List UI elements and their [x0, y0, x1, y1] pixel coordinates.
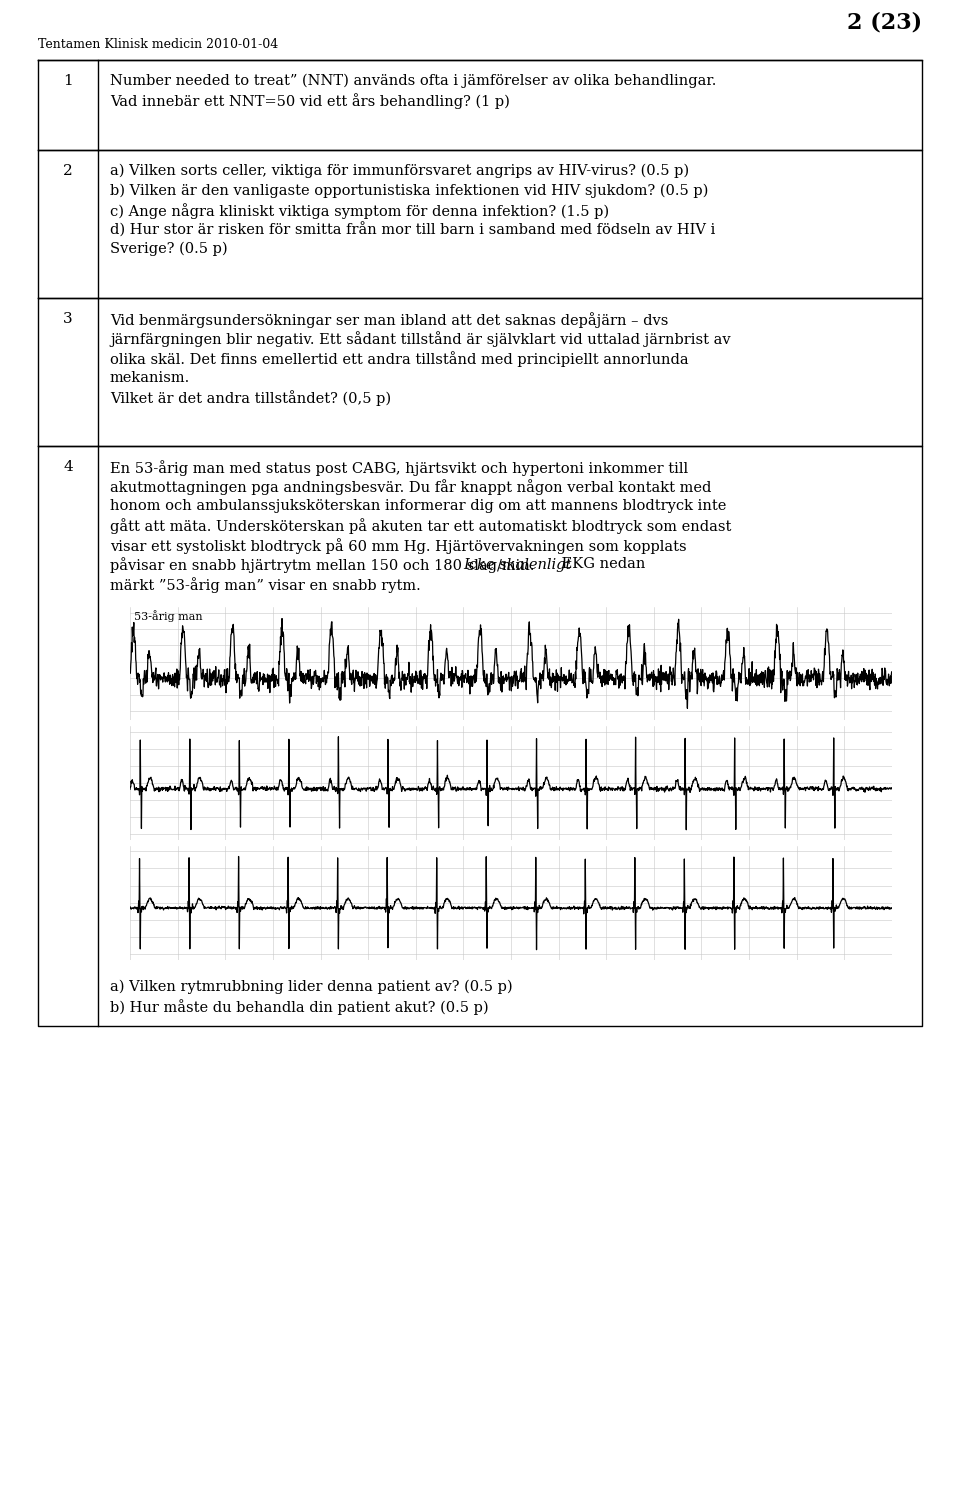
Text: Icke skalenligt: Icke skalenligt: [463, 557, 571, 572]
Text: c) Ange några kliniskt viktiga symptom för denna infektion? (1.5 p): c) Ange några kliniskt viktiga symptom f…: [110, 203, 610, 219]
Text: a) Vilken rytmrubbning lider denna patient av? (0.5 p): a) Vilken rytmrubbning lider denna patie…: [110, 979, 513, 994]
Text: olika skäl. Det finns emellertid ett andra tillstånd med principiellt annorlunda: olika skäl. Det finns emellertid ett and…: [110, 351, 688, 367]
Text: b) Vilken är den vanligaste opportunistiska infektionen vid HIV sjukdom? (0.5 p): b) Vilken är den vanligaste opportunisti…: [110, 184, 708, 199]
Text: järnfärgningen blir negativ. Ett sådant tillstånd är självklart vid uttalad järn: järnfärgningen blir negativ. Ett sådant …: [110, 331, 731, 348]
Text: påvisar en snabb hjärtrytm mellan 150 och 180 slag/min.: påvisar en snabb hjärtrytm mellan 150 oc…: [110, 557, 540, 573]
Text: Number needed to treat” (NNT) används ofta i jämförelser av olika behandlingar.: Number needed to treat” (NNT) används of…: [110, 75, 716, 88]
Text: Vilket är det andra tillståndet? (0,5 p): Vilket är det andra tillståndet? (0,5 p): [110, 390, 391, 406]
Text: gått att mäta. Undersköterskan på akuten tar ett automatiskt blodtryck som endas: gått att mäta. Undersköterskan på akuten…: [110, 518, 732, 534]
Text: Vad innebär ett NNT=50 vid ett års behandling? (1 p): Vad innebär ett NNT=50 vid ett års behan…: [110, 94, 510, 109]
Text: Tentamen Klinisk medicin 2010-01-04: Tentamen Klinisk medicin 2010-01-04: [38, 37, 278, 51]
Text: Sverige? (0.5 p): Sverige? (0.5 p): [110, 242, 228, 257]
Text: märkt ”53-årig man” visar en snabb rytm.: märkt ”53-årig man” visar en snabb rytm.: [110, 576, 420, 593]
Text: 3: 3: [63, 312, 73, 325]
Text: Vid benmärgsundersökningar ser man ibland att det saknas depåjärn – dvs: Vid benmärgsundersökningar ser man iblan…: [110, 312, 668, 328]
Text: En 53-årig man med status post CABG, hjärtsvikt och hypertoni inkommer till: En 53-årig man med status post CABG, hjä…: [110, 460, 688, 476]
Text: 2 (23): 2 (23): [847, 12, 922, 34]
Text: a) Vilken sorts celler, viktiga för immunförsvaret angrips av HIV-virus? (0.5 p): a) Vilken sorts celler, viktiga för immu…: [110, 164, 689, 178]
Text: honom och ambulanssjuksköterskan informerar dig om att mannens blodtryck inte: honom och ambulanssjuksköterskan informe…: [110, 499, 727, 514]
Text: 2: 2: [63, 164, 73, 178]
Text: 4: 4: [63, 460, 73, 473]
Text: d) Hur stor är risken för smitta från mor till barn i samband med födseln av HIV: d) Hur stor är risken för smitta från mo…: [110, 222, 715, 237]
Text: mekanism.: mekanism.: [110, 370, 190, 385]
Text: b) Hur måste du behandla din patient akut? (0.5 p): b) Hur måste du behandla din patient aku…: [110, 999, 489, 1015]
Text: EKG nedan: EKG nedan: [558, 557, 646, 572]
Text: 53-årig man: 53-årig man: [133, 611, 203, 621]
Text: 1: 1: [63, 75, 73, 88]
Text: visar ett systoliskt blodtryck på 60 mm Hg. Hjärtövervakningen som kopplats: visar ett systoliskt blodtryck på 60 mm …: [110, 537, 686, 554]
Text: akutmottagningen pga andningsbesvär. Du får knappt någon verbal kontakt med: akutmottagningen pga andningsbesvär. Du …: [110, 479, 711, 496]
